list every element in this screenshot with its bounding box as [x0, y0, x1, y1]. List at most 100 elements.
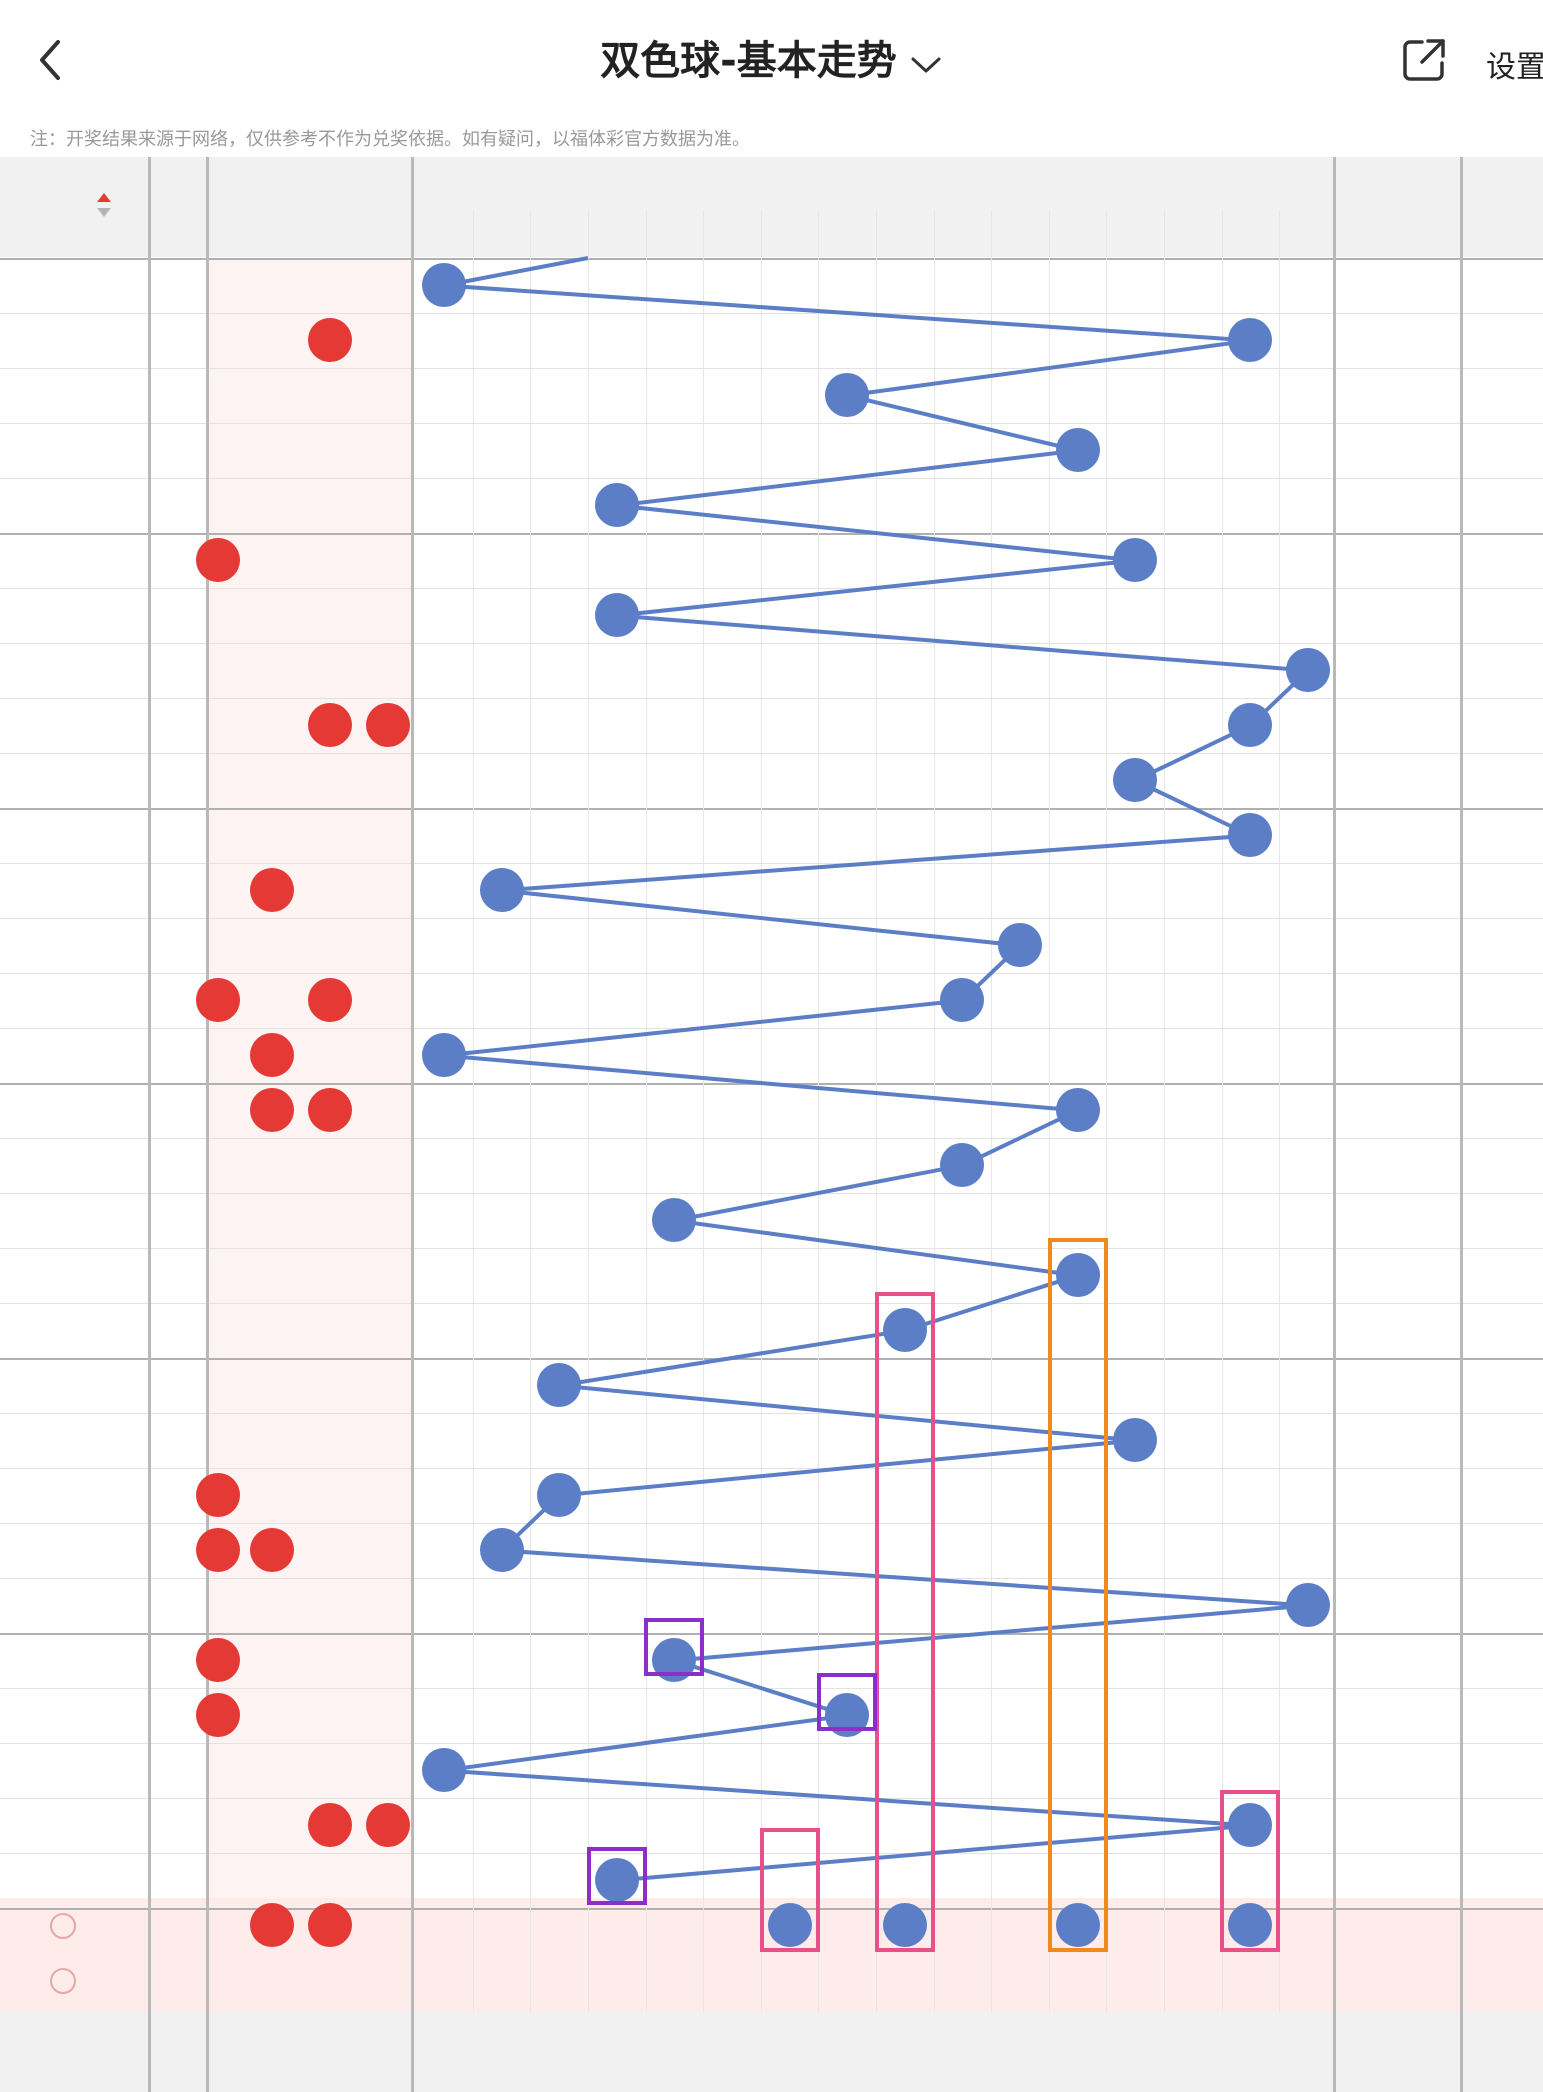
row-divider — [0, 1468, 1543, 1469]
footer-blue-column-header — [762, 2062, 818, 2092]
red-pick-option[interactable] — [244, 1953, 300, 2008]
selected-blue-ball[interactable] — [767, 1903, 812, 1947]
blue-pick-option[interactable] — [1222, 1953, 1278, 2008]
blue-pick-option[interactable] — [704, 1953, 760, 2008]
blue-pick-option[interactable] — [646, 1898, 702, 1953]
select-radio[interactable] — [50, 1968, 76, 1994]
blue-pick-option[interactable] — [474, 1953, 530, 2008]
selected-red-ball[interactable] — [308, 1903, 352, 1947]
blue-pick-option[interactable] — [992, 1898, 1048, 1953]
footer-blue-column-header — [646, 2062, 702, 2092]
settings-button[interactable]: 设置 — [1486, 50, 1543, 85]
red-pick-option[interactable] — [360, 1953, 416, 2008]
blue-pick-option[interactable] — [1107, 1898, 1163, 1953]
row-divider — [0, 808, 1543, 810]
blue-pick-option[interactable] — [1050, 1953, 1106, 2008]
row-divider — [0, 1523, 1543, 1524]
footer-blue-column-header — [589, 2062, 645, 2092]
row-divider — [0, 1413, 1543, 1414]
blue-pick-option[interactable] — [589, 1953, 645, 2008]
red-ball — [308, 703, 352, 747]
footer-blue-column-header — [531, 2062, 587, 2092]
red-pick-option[interactable] — [360, 1898, 416, 1953]
blue-pick-option[interactable] — [646, 1953, 702, 2008]
blue-ball — [479, 868, 524, 912]
blue-ball — [422, 263, 466, 307]
red-ball — [308, 978, 352, 1022]
blue-pick-option[interactable] — [877, 1953, 933, 2008]
blue-pick-option[interactable] — [589, 1898, 645, 1953]
blue-pick-option[interactable] — [934, 1898, 990, 1953]
row-divider — [0, 753, 1543, 754]
row-divider — [0, 1853, 1543, 1854]
red-ball — [308, 1803, 352, 1847]
row-divider — [0, 478, 1543, 479]
row-divider — [0, 1138, 1543, 1139]
blue-pick-option[interactable] — [531, 1898, 587, 1953]
blue-ball — [537, 1473, 582, 1517]
blue-pick-option[interactable] — [992, 1953, 1048, 2008]
back-button[interactable] — [30, 30, 74, 90]
blue-ball — [479, 1528, 524, 1572]
pattern-box-05 — [644, 1618, 705, 1676]
blue-pick-option[interactable] — [762, 1953, 818, 2008]
blue-pick-option[interactable] — [1165, 1898, 1221, 1953]
blue-pick-option[interactable] — [1165, 1953, 1221, 2008]
blue-ball — [1286, 648, 1330, 692]
red-pick-option[interactable] — [302, 1953, 358, 2008]
blue-pick-option[interactable] — [474, 1898, 530, 1953]
blue-ball — [882, 1308, 927, 1352]
red-ball — [250, 1033, 294, 1077]
blue-pick-option[interactable] — [1107, 1953, 1163, 2008]
select-radio[interactable] — [50, 1913, 76, 1939]
row-divider — [0, 313, 1543, 314]
row-divider — [0, 1798, 1543, 1799]
row-divider — [0, 1743, 1543, 1744]
blue-ball — [652, 1198, 697, 1242]
selected-red-ball[interactable] — [250, 1903, 294, 1947]
selected-blue-ball[interactable] — [882, 1903, 927, 1947]
blue-ball — [594, 483, 639, 527]
pattern-box-09 — [874, 1292, 935, 1952]
row-divider — [0, 1908, 1543, 1910]
blue-pick-option[interactable] — [819, 1898, 875, 1953]
blue-pick-option[interactable] — [1280, 1898, 1336, 1953]
blue-grid-line — [472, 210, 474, 2012]
footer-blue-column-header — [1107, 2062, 1163, 2092]
pattern-box-15 — [1220, 1790, 1281, 1952]
blue-pick-option[interactable] — [416, 1898, 472, 1953]
share-button[interactable] — [1400, 36, 1448, 84]
sort-icon[interactable] — [96, 192, 112, 222]
red-ball — [250, 1088, 294, 1132]
red-pick-option[interactable] — [190, 1953, 246, 2008]
row-divider — [0, 588, 1543, 589]
blue-pick-option[interactable] — [1280, 1953, 1336, 2008]
page-title[interactable]: 双色球-基本走势 — [0, 28, 1543, 86]
row-divider — [0, 1633, 1543, 1635]
blue-grid-line — [818, 210, 820, 2012]
row-divider — [0, 1303, 1543, 1304]
footer-blue-column-header — [1165, 2062, 1221, 2092]
selected-blue-ball[interactable] — [1228, 1903, 1273, 1947]
select-label[interactable] — [90, 1953, 160, 2008]
red-ball — [250, 868, 294, 912]
row-divider — [0, 368, 1543, 369]
red-ball — [366, 1803, 410, 1847]
blue-pick-option[interactable] — [531, 1953, 587, 2008]
blue-pick-option[interactable] — [416, 1953, 472, 2008]
footer-red-column-header — [190, 2062, 246, 2092]
blue-ball — [1228, 703, 1273, 747]
red-pick-option[interactable] — [190, 1898, 246, 1953]
blue-pick-option[interactable] — [934, 1953, 990, 2008]
row-divider — [0, 258, 1543, 260]
blue-ball — [1113, 1418, 1158, 1462]
select-label[interactable] — [90, 1898, 160, 1953]
red-ball — [196, 1528, 240, 1572]
selected-blue-ball[interactable] — [1055, 1903, 1100, 1947]
blue-ball — [1055, 1088, 1100, 1132]
footer-red-column-header — [360, 2062, 416, 2092]
blue-pick-option[interactable] — [704, 1898, 760, 1953]
blue-pick-option[interactable] — [819, 1953, 875, 2008]
